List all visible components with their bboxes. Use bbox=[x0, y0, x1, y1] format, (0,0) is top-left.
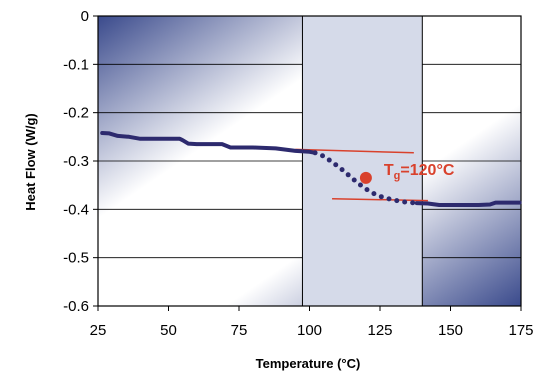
tg-label: Tg=120°C bbox=[384, 162, 455, 182]
transition-curve-segment bbox=[312, 150, 420, 206]
y-tick-label: -0.1 bbox=[63, 56, 89, 73]
x-tick-label: 175 bbox=[508, 322, 533, 339]
y-tick-label: -0.5 bbox=[63, 250, 89, 267]
y-tick-label: 0 bbox=[81, 8, 89, 25]
y-tick-label: -0.4 bbox=[63, 201, 89, 218]
y-tick-label: -0.6 bbox=[63, 298, 89, 315]
tangent-line bbox=[332, 197, 428, 202]
heat-flow-curve-segment bbox=[100, 131, 318, 155]
x-tick-label: 150 bbox=[438, 322, 463, 339]
x-tick-label: 100 bbox=[297, 322, 322, 339]
heat-flow-curve bbox=[100, 131, 522, 207]
y-axis-title: Heat Flow (W/g) bbox=[23, 113, 38, 211]
y-axis-ticks: 0 -0.1 -0.2 -0.3 -0.4 -0.5 -0.6 bbox=[63, 8, 98, 315]
x-axis-title: Temperature (°C) bbox=[256, 356, 361, 371]
tg-point bbox=[359, 171, 372, 184]
x-axis-ticks: 25 50 75 100 125 150 175 bbox=[90, 306, 534, 339]
x-tick-label: 125 bbox=[367, 322, 392, 339]
tg-marker: Tg=120°C bbox=[359, 162, 455, 184]
x-tick-label: 75 bbox=[231, 322, 248, 339]
tangent-lines bbox=[295, 148, 428, 202]
x-tick-label: 25 bbox=[90, 322, 107, 339]
heat-flow-curve-segment bbox=[414, 200, 522, 207]
shaded-band bbox=[302, 16, 423, 306]
y-tick-label: -0.3 bbox=[63, 153, 89, 170]
tangent-line bbox=[295, 148, 414, 154]
y-tick-label: -0.2 bbox=[63, 105, 89, 122]
transition-region bbox=[301, 16, 423, 306]
x-tick-label: 50 bbox=[160, 322, 177, 339]
